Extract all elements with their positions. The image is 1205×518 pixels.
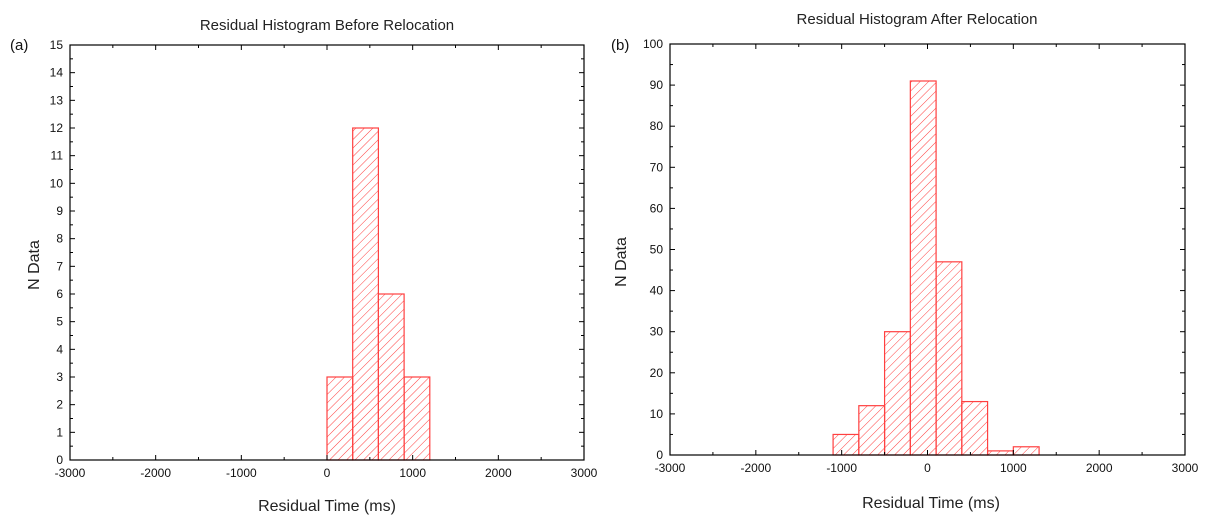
y-tick-label: 90 bbox=[650, 78, 664, 92]
x-tick-label: 1000 bbox=[399, 466, 426, 480]
x-axis-label-before: Residual Time (ms) bbox=[258, 498, 396, 515]
x-tick-label: -3000 bbox=[655, 461, 686, 475]
y-tick-label: 30 bbox=[650, 325, 664, 339]
bars-before bbox=[326, 127, 431, 461]
y-tick-label: 3 bbox=[56, 370, 63, 384]
y-tick-label: 4 bbox=[56, 342, 63, 356]
y-tick-label: 11 bbox=[51, 149, 64, 163]
x-tick-label: 0 bbox=[924, 461, 931, 475]
y-axis-label-after: N Data bbox=[613, 237, 630, 287]
histogram-bar bbox=[858, 405, 886, 456]
bars-after bbox=[832, 80, 1040, 456]
y-tick-label: 100 bbox=[643, 37, 663, 51]
histogram-bar bbox=[377, 293, 405, 461]
y-tick-label: 8 bbox=[56, 232, 63, 246]
chart-after-relocation: (b) Residual Histogram After Relocation … bbox=[611, 11, 1199, 512]
y-tick-label: 0 bbox=[656, 448, 663, 462]
y-tick-label: 60 bbox=[650, 201, 664, 215]
y-tick-label: 7 bbox=[56, 259, 63, 273]
y-tick-label: 50 bbox=[650, 243, 664, 257]
y-ticks-after: 0 10 20 30 40 50 60 70 80 90 100 bbox=[643, 37, 1185, 462]
x-tick-label: -2000 bbox=[140, 466, 171, 480]
x-tick-label: -1000 bbox=[226, 466, 257, 480]
x-ticks-before: -3000 -2000 -1000 0 1000 2000 3000 bbox=[55, 45, 598, 480]
plot-frame-after bbox=[669, 43, 1186, 456]
x-tick-label: 1000 bbox=[1000, 461, 1027, 475]
y-tick-label: 20 bbox=[650, 366, 664, 380]
y-tick-label: 13 bbox=[50, 93, 64, 107]
plot-frame-before bbox=[69, 44, 585, 461]
y-tick-label: 10 bbox=[50, 176, 64, 190]
x-ticks-after: -3000 -2000 -1000 0 1000 2000 3000 bbox=[655, 44, 1199, 475]
x-tick-label: 2000 bbox=[485, 466, 512, 480]
panel-label-a: (a) bbox=[10, 37, 28, 54]
histogram-bar bbox=[935, 261, 963, 456]
histogram-bar bbox=[326, 376, 354, 461]
y-tick-label: 6 bbox=[56, 287, 63, 301]
histogram-bar bbox=[909, 80, 937, 456]
x-axis-label-after: Residual Time (ms) bbox=[862, 495, 1000, 512]
chart-before-relocation: (a) Residual Histogram Before Relocation… bbox=[10, 17, 598, 515]
y-tick-label: 40 bbox=[650, 284, 664, 298]
x-tick-label: 0 bbox=[324, 466, 331, 480]
y-tick-label: 0 bbox=[56, 453, 63, 467]
y-tick-label: 10 bbox=[650, 407, 664, 421]
histogram-bar bbox=[403, 376, 431, 461]
chart-title-after: Residual Histogram After Relocation bbox=[797, 11, 1038, 28]
chart-title-before: Residual Histogram Before Relocation bbox=[200, 17, 454, 34]
y-tick-label: 70 bbox=[650, 160, 664, 174]
y-tick-label: 80 bbox=[650, 119, 664, 133]
y-tick-label: 14 bbox=[50, 66, 64, 80]
y-tick-label: 5 bbox=[56, 315, 63, 329]
y-tick-label: 2 bbox=[56, 398, 63, 412]
y-tick-label: 12 bbox=[50, 121, 64, 135]
histogram-bar bbox=[883, 331, 911, 456]
x-tick-label: 2000 bbox=[1086, 461, 1113, 475]
x-tick-label: -3000 bbox=[55, 466, 86, 480]
histogram-bar bbox=[352, 127, 380, 461]
y-tick-label: 15 bbox=[50, 38, 64, 52]
histogram-bar bbox=[832, 433, 860, 456]
y-axis-label-before: N Data bbox=[26, 240, 43, 290]
histogram-bar bbox=[1012, 446, 1040, 456]
panel-label-b: (b) bbox=[611, 37, 629, 54]
x-tick-label: 3000 bbox=[571, 466, 598, 480]
x-tick-label: -1000 bbox=[826, 461, 857, 475]
histogram-bar bbox=[961, 400, 989, 456]
histogram-bar bbox=[986, 450, 1014, 456]
y-tick-label: 1 bbox=[56, 425, 63, 439]
x-tick-label: -2000 bbox=[740, 461, 771, 475]
x-tick-label: 3000 bbox=[1172, 461, 1199, 475]
y-tick-label: 9 bbox=[56, 204, 63, 218]
